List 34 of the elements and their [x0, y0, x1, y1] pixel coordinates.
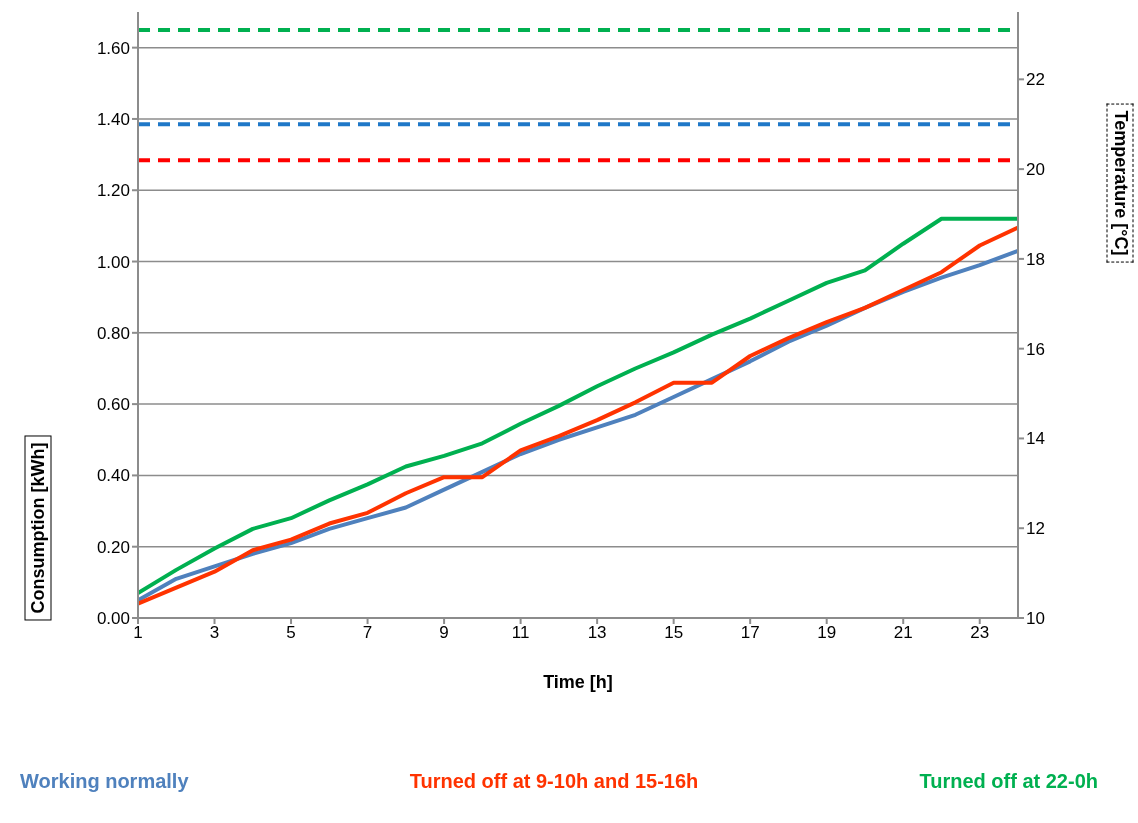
text: Turned off at 9-10h and 15-16h [409, 770, 699, 793]
text: Turned off at 22-0h [919, 770, 1098, 793]
y-tick-label: 0.20 [96, 537, 130, 557]
y-tick-label: 1.20 [96, 181, 130, 201]
x-tick-label: 1 [133, 623, 143, 643]
x-tick-label: 21 [893, 623, 913, 643]
x-tick-label: 17 [740, 623, 760, 643]
x-tick-label: 3 [209, 623, 220, 643]
text: Working normally [20, 770, 189, 793]
y-axis-title: Consumption [kWh] [24, 435, 52, 621]
x-tick-label: 11 [511, 623, 530, 643]
y-tick-label: 1.40 [96, 109, 130, 129]
y-tick-label: 1.00 [96, 252, 130, 272]
y2-axis-title: Temperature [°C] [1106, 103, 1134, 263]
x-tick-label: 19 [817, 623, 837, 643]
x-tick-label: 9 [439, 623, 449, 643]
x-tick-label: 7 [362, 623, 373, 643]
y2-tick-label: 18 [1026, 249, 1045, 269]
y-tick-label: 0.00 [96, 609, 130, 629]
y2-tick-label: 14 [1026, 429, 1045, 449]
x-tick-label: 5 [286, 623, 296, 643]
y2-tick-label: 16 [1026, 339, 1045, 359]
y2-tick-label: 20 [1026, 160, 1045, 180]
x-tick-label: 15 [664, 623, 684, 643]
y2-tick-label: 12 [1026, 519, 1045, 539]
y2-tick-label: 10 [1026, 609, 1045, 629]
x-tick-label: 23 [970, 623, 990, 643]
x-tick-label: 13 [587, 623, 607, 643]
y-tick-label: 0.60 [96, 395, 130, 415]
y-tick-label: 0.80 [96, 323, 130, 343]
y-tick-label: 0.40 [96, 466, 130, 486]
y-tick-label: 1.60 [96, 38, 130, 58]
y2-tick-label: 22 [1026, 70, 1045, 90]
x-axis-title: Time [h] [543, 672, 613, 692]
